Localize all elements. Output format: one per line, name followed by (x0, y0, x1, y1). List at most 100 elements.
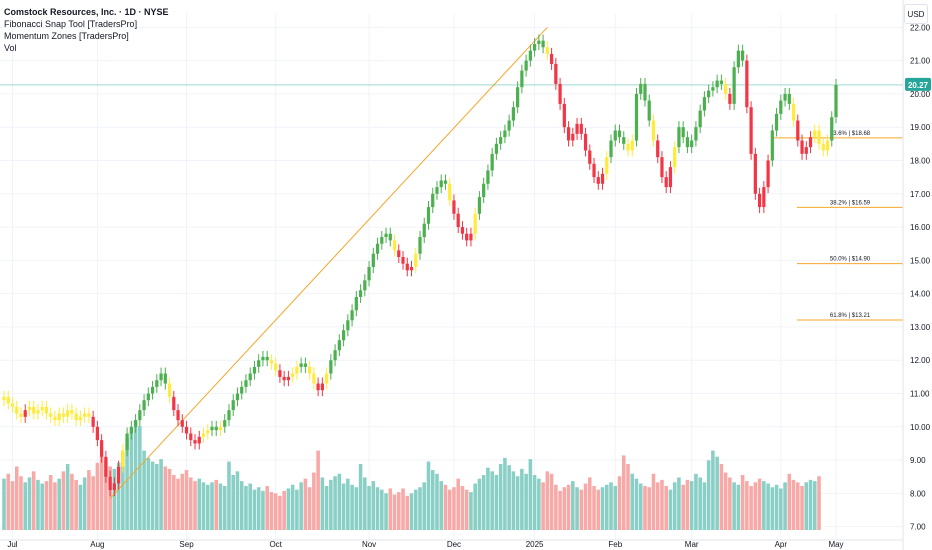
volume-bar (524, 473, 528, 530)
volume-bars (2, 420, 821, 530)
candle-body (834, 84, 838, 118)
volume-bar (456, 478, 460, 530)
volume-bar (278, 495, 282, 530)
candle-body (193, 440, 197, 444)
candle-body (566, 127, 571, 141)
candle-body (728, 93, 732, 104)
candle-body (104, 456, 108, 477)
candle-body (53, 416, 57, 421)
volume-bar (711, 450, 715, 530)
volume-bar (617, 476, 622, 530)
volume-bar (520, 468, 524, 530)
volume-bar (380, 489, 384, 530)
volume-bar (409, 493, 414, 530)
candle-body (774, 113, 779, 131)
candle-body (626, 143, 630, 151)
candle-body (609, 140, 613, 158)
candle-body (299, 363, 303, 367)
candle-body (681, 127, 685, 138)
candle-body (57, 413, 61, 421)
volume-bar (694, 473, 698, 530)
volume-bar (672, 482, 677, 530)
x-tick-label: Feb (608, 540, 622, 549)
indicator-momentum[interactable]: Momentum Zones [TradersPro] (4, 31, 129, 41)
candle-body (286, 376, 291, 381)
candle-body (125, 433, 129, 451)
currency-button[interactable]: USD (904, 4, 928, 24)
volume-bar (796, 482, 800, 530)
volume-bar (142, 450, 146, 530)
volume-bar (307, 487, 312, 530)
candle-body (554, 63, 558, 84)
volume-bar (375, 487, 380, 530)
x-tick-label: 2025 (526, 540, 544, 549)
volume-bar (443, 484, 448, 530)
candle-body (291, 373, 295, 377)
volume-bar (511, 471, 516, 530)
volume-bar (388, 488, 393, 530)
volume-bar (138, 426, 142, 530)
candle-body (583, 133, 588, 151)
candle-body (435, 187, 439, 194)
candle-body (87, 413, 91, 417)
candle-body (244, 380, 248, 387)
candle-body (108, 476, 112, 491)
candle-body (184, 426, 189, 434)
candle-body (240, 386, 244, 394)
volume-bar (91, 476, 95, 530)
volume-bar (244, 486, 248, 530)
volume-bar (647, 487, 652, 530)
y-tick-label: 12.00 (910, 356, 931, 365)
candle-body (422, 223, 426, 238)
candle-body (694, 127, 698, 141)
volume-bar (745, 481, 749, 530)
candle-body (341, 330, 346, 341)
volume-bar (2, 478, 6, 530)
candle-body (218, 426, 223, 431)
volume-bar (273, 493, 278, 530)
indicator-volume[interactable]: Vol (4, 43, 17, 53)
candle-body (2, 396, 6, 401)
volume-bar (749, 486, 753, 530)
candle-body (320, 383, 324, 391)
volume-bar (396, 492, 401, 530)
candle-body (524, 60, 528, 71)
volume-bar (498, 464, 503, 530)
symbol-title[interactable]: Comstock Resources, Inc. · 1D · NYSE (4, 7, 169, 17)
candle-body (796, 120, 800, 141)
candle-body (142, 400, 146, 411)
x-tick-label: Mar (685, 540, 699, 549)
volume-bar (566, 484, 571, 530)
volume-bar (787, 473, 792, 530)
volume-bar (766, 483, 770, 530)
volume-bar (677, 477, 681, 530)
volume-bar (804, 482, 809, 530)
candle-body (354, 296, 358, 311)
candle-body (592, 163, 596, 178)
candle-body (800, 140, 804, 154)
candle-body (138, 410, 142, 421)
fib-level-label: 61.8% | $13.21 (830, 313, 871, 319)
y-tick-label: 16.00 (910, 223, 931, 232)
y-tick-label: 7.00 (910, 523, 926, 532)
candle-body (129, 426, 133, 434)
candle-body (571, 133, 575, 141)
volume-bar (78, 484, 83, 530)
x-tick-label: Aug (90, 540, 104, 549)
candle-body (155, 380, 159, 387)
fib-level-label: 38.2% | $16.59 (830, 200, 871, 206)
candle-body (231, 400, 235, 411)
volume-bar (320, 477, 325, 530)
volume-bar (384, 493, 388, 530)
volume-bar (655, 482, 660, 530)
volume-bar (121, 451, 125, 530)
candle-body (210, 426, 214, 431)
candle-body (261, 356, 265, 361)
candle-body (163, 373, 167, 384)
volume-bar (163, 466, 168, 530)
candle-body (375, 243, 380, 254)
indicator-fibonacci[interactable]: Fibonacci Snap Tool [TradersPro] (4, 19, 138, 29)
volume-bar (44, 481, 49, 530)
candle-body (813, 130, 817, 138)
